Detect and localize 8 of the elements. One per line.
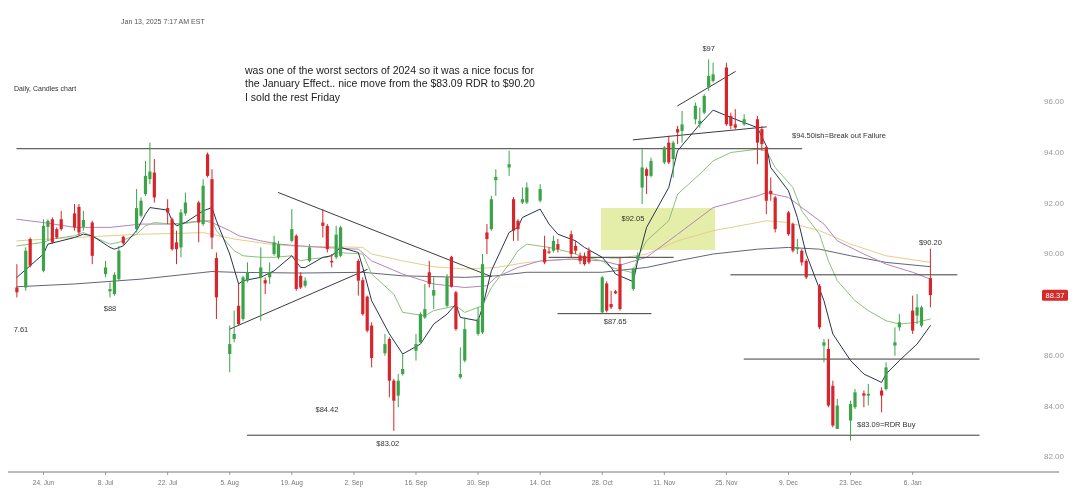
y-tick-label: 84.00 [1043, 401, 1065, 411]
y-tick-label: 92.00 [1043, 198, 1065, 208]
y-tick-label: 90.00 [1043, 249, 1065, 259]
y-tick-label: 82.00 [1043, 452, 1065, 462]
y-tick-label: 86.00 [1043, 350, 1065, 360]
y-tick-label: 94.00 [1043, 147, 1065, 157]
y-tick-label: 96.00 [1043, 97, 1065, 107]
annotation: was one of the worst sectors of 2024 so it was a nice focus for the January Effect.. nice move from the $83.09 RDR to $90.20 I sold the rest Friday [244, 64, 536, 103]
